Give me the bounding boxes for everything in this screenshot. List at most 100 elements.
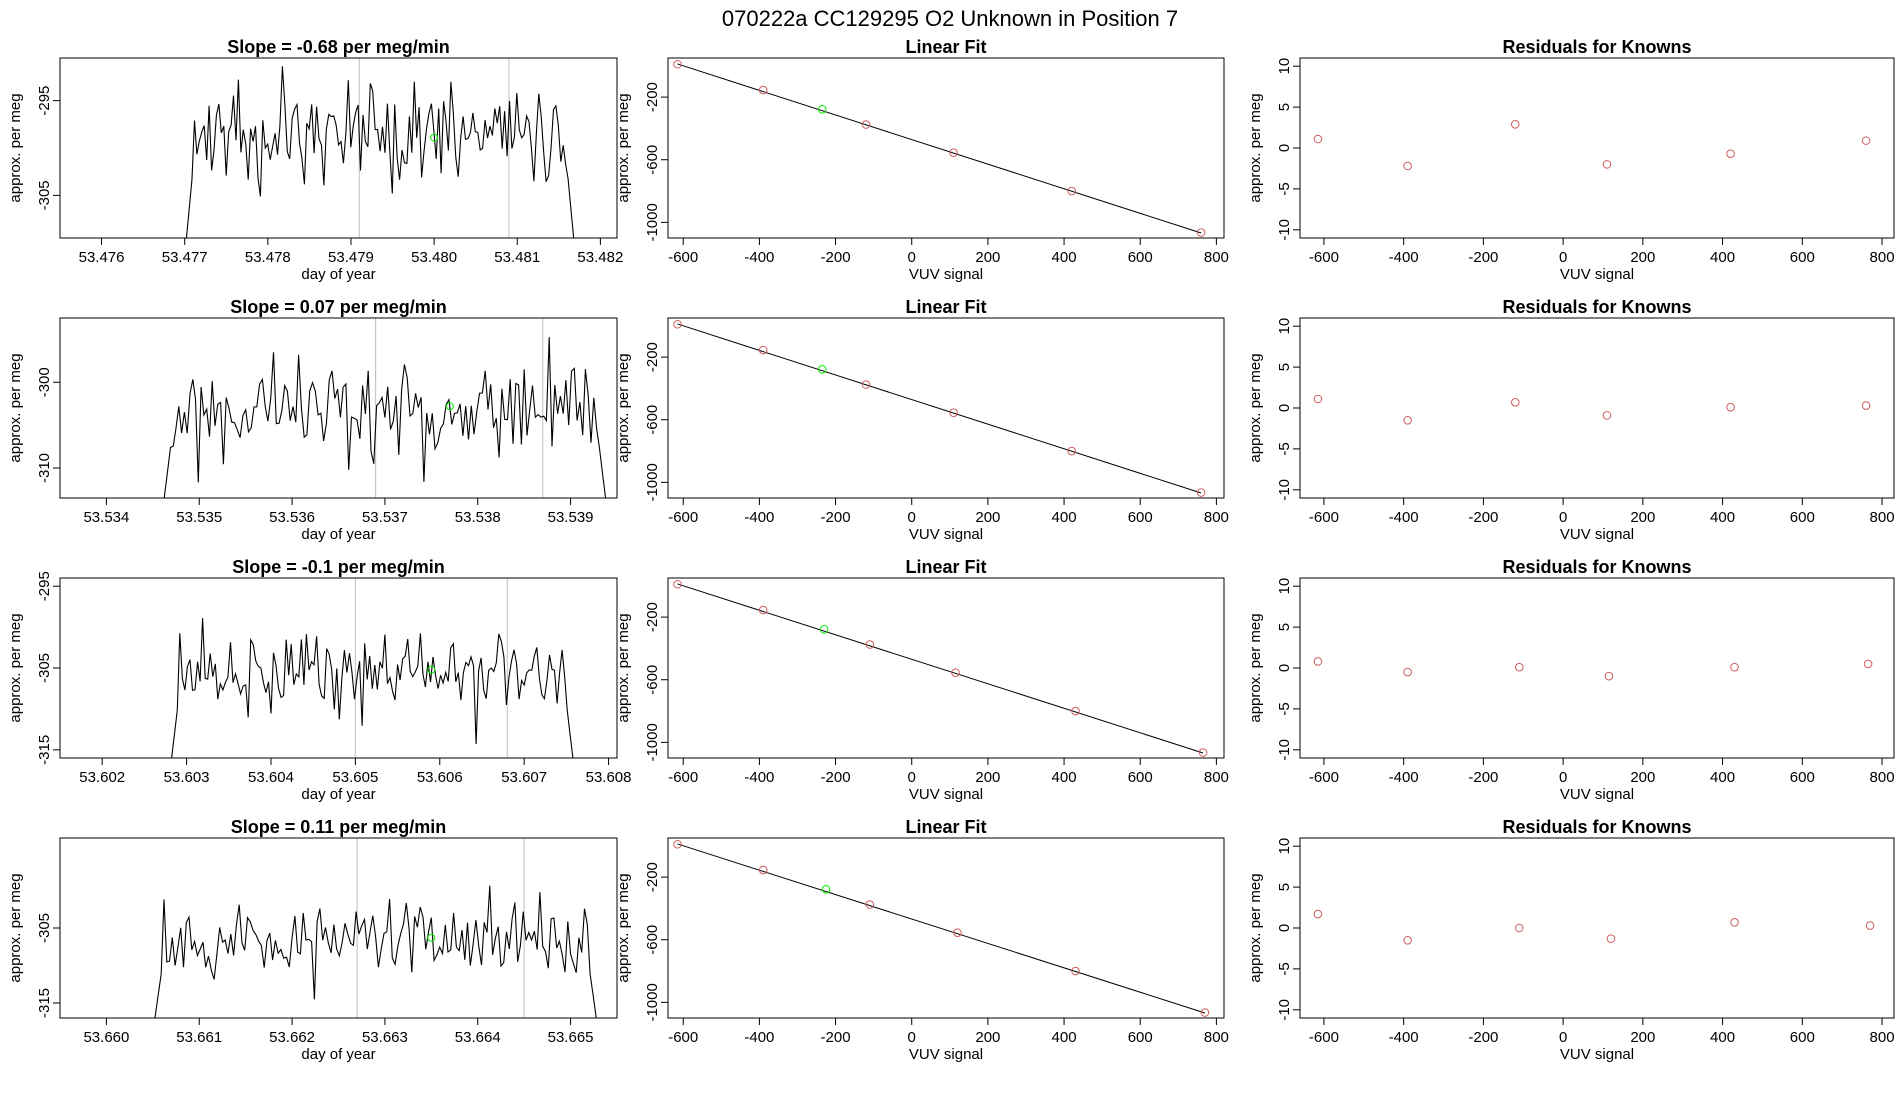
x-tick-label: 600 [1128,509,1153,526]
y-tick-label: -300 [36,367,53,397]
x-tick-label: 400 [1710,509,1735,526]
y-tick-label: 0 [1276,144,1293,152]
residual-point [1602,160,1612,169]
x-tick-label: -200 [821,249,851,266]
x-tick-label: -400 [744,509,774,526]
x-tick-label: 53.604 [248,769,294,786]
residual-point [1403,415,1412,425]
residuals-panel-4: Residuals for Knowns -600 -400 -200 0 200 400 6… [1247,817,1895,1063]
x-tick-label: 53.660 [83,1029,129,1046]
residual-point [1861,136,1871,145]
residual-point [1403,667,1412,677]
y-tick-label: -10 [1276,479,1293,501]
x-tick-label: 800 [1870,249,1895,266]
residual-point [1861,401,1871,410]
plot-area [1313,119,1871,171]
y-tick-label: 0 [1276,404,1293,412]
x-tick-label: 600 [1790,509,1815,526]
known-point [949,148,958,157]
known-point [673,59,682,69]
known-point [758,345,768,355]
x-tick-label: 0 [1559,1029,1567,1046]
x-tick-label: -200 [1468,509,1498,526]
x-tick-label: 200 [975,769,1000,786]
y-axis-label: approx. per meg [1247,93,1264,202]
x-tick-label: 800 [1870,509,1895,526]
y-axis-label: approx. per meg [615,613,632,722]
time-series-panel-3: Slope = -0.1 per meg/min 53.602 53.603 53.6… [7,557,632,803]
x-tick-label: 800 [1870,1029,1895,1046]
unknown-point [427,933,436,942]
known-point [953,928,962,937]
data-series-line [185,66,575,238]
plot-frame [59,577,618,759]
x-tick-label: 53.608 [586,769,632,786]
known-point [861,380,871,389]
y-tick-label: -600 [644,925,661,955]
y-tick-label: 0 [1276,664,1293,672]
y-axis-label: approx. per meg [7,93,24,202]
plot-frame [1299,317,1895,499]
y-tick-label: 10 [1276,578,1293,595]
fit-line [677,323,1202,494]
x-tick-label: -400 [744,769,774,786]
known-point [1200,1008,1210,1017]
y-tick-label: 10 [1276,838,1293,855]
x-axis-label: VUV signal [909,786,983,803]
plot-area [154,838,597,1018]
x-tick-label: 200 [1630,509,1655,526]
residual-point [1730,662,1739,672]
plot-area [1313,909,1875,945]
plot-area [673,319,1206,497]
panel-title: Residuals for Knowns [1502,557,1691,577]
residual-point [1865,921,1875,930]
y-tick-label: 10 [1276,318,1293,335]
panel-title: Linear Fit [905,557,986,577]
x-tick-label: 200 [1630,1029,1655,1046]
plot-area [1313,394,1871,425]
known-point [1067,446,1076,456]
x-tick-label: 53.607 [501,769,547,786]
y-axis-label: approx. per meg [615,353,632,462]
residual-point [1730,917,1739,927]
x-axis-label: VUV signal [1560,266,1634,283]
x-tick-label: -600 [1309,509,1339,526]
x-axis-label: VUV signal [1560,1046,1634,1063]
y-tick-label: -200 [644,862,661,892]
known-point [951,668,960,677]
x-tick-label: 0 [908,509,916,526]
residuals-panel-2: Residuals for Knowns -600 -400 -200 0 200 400 6… [1247,297,1895,543]
plot-frame [667,57,1225,239]
linear-fit-panel-2: Linear Fit -600 -400 -200 0 200 400 600 800 -200 -… [615,297,1229,543]
panel-title: Residuals for Knowns [1502,37,1691,57]
residual-point [1510,397,1520,407]
x-axis-label: day of year [301,266,375,283]
x-tick-label: 53.663 [362,1029,408,1046]
y-tick-label: 5 [1276,363,1293,371]
x-axis-label: VUV signal [909,1046,983,1063]
x-tick-label: 53.539 [548,509,594,526]
x-tick-label: 53.665 [548,1029,594,1046]
y-tick-label: -1000 [644,983,661,1021]
residual-point [1313,909,1323,919]
unknown-point [445,402,454,411]
x-tick-label: 0 [908,1029,916,1046]
plot-frame [59,837,618,1019]
y-tick-label: -600 [644,665,661,695]
plot-area [1313,657,1873,681]
y-tick-label: 5 [1276,103,1293,111]
x-tick-label: 53.605 [332,769,378,786]
data-series-line [163,337,607,498]
y-tick-label: -5 [1276,962,1293,975]
x-axis-label: VUV signal [909,266,983,283]
known-point [861,120,871,129]
x-tick-label: -600 [1309,769,1339,786]
x-axis-label: day of year [301,1046,375,1063]
unknown-point [819,625,829,634]
panel-grid: Slope = -0.68 per meg/min 53.476 53.477 53.… [7,37,1895,1063]
x-tick-label: 0 [1559,249,1567,266]
plot-frame [1299,57,1895,239]
x-tick-label: 400 [1052,1029,1077,1046]
y-axis-label: approx. per meg [615,93,632,202]
plot-area [673,839,1210,1017]
